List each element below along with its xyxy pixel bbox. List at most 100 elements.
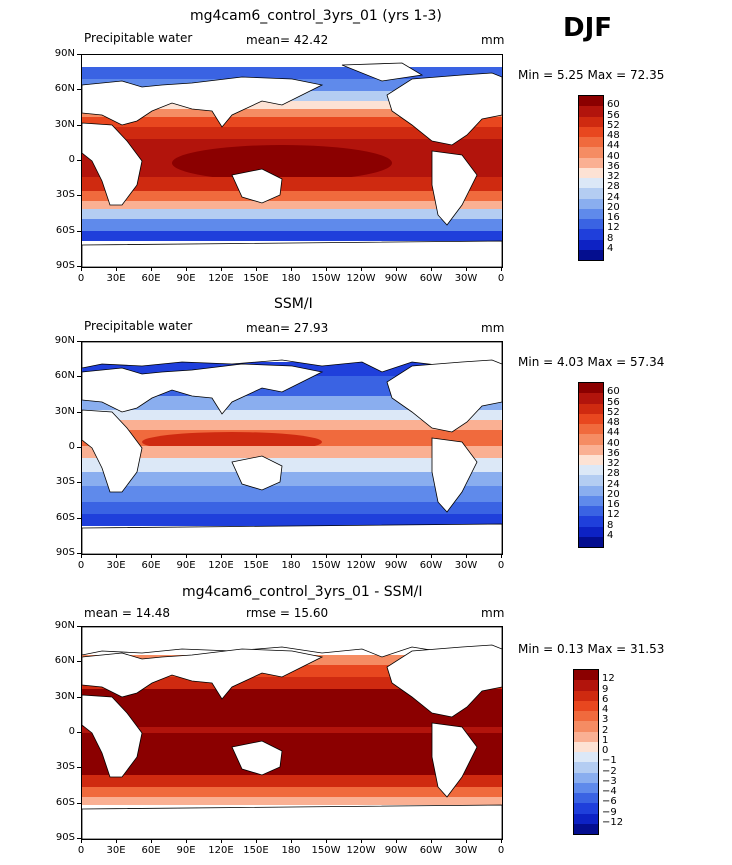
colorbar-label: 8 [607,519,614,531]
lat-tick [77,266,81,267]
colorbar-swatch [579,403,603,414]
min-max-label: Min = 0.13 Max = 31.53 [518,642,665,656]
colorbar-swatch [579,485,603,496]
colorbar-label: 20 [607,488,620,500]
lat-tick-label: 30S [55,476,75,488]
lon-tick-label: 150W [311,273,341,284]
colorbar-label: 1 [602,734,609,746]
lat-tick-label: 0 [68,441,75,452]
lat-tick [77,160,81,161]
colorbar-swatch [574,731,598,742]
colorbar-swatch [579,383,603,394]
colorbar-swatch [574,670,598,681]
colorbar-swatch [574,813,598,824]
lon-tick-label: 180 [281,560,301,571]
variable-label: Precipitable water [84,319,193,333]
colorbar-swatch [574,680,598,691]
colorbar-label: 56 [607,109,620,121]
lon-tick-label: 90E [176,560,196,571]
lat-tick [77,838,81,839]
lat-tick [77,54,81,55]
colorbar-label: 6 [602,693,609,705]
lat-tick [77,696,81,698]
lon-tick-label: 30E [106,560,126,571]
colorbar-swatch [579,167,603,178]
lon-tick [396,267,397,271]
colorbar-swatch [579,219,603,230]
colorbar-swatch [574,690,598,701]
colorbar-label: −3 [602,775,617,787]
lon-tick-label: 90E [176,273,196,284]
lon-tick [256,554,257,558]
map-plot [81,626,503,840]
lon-tick-label: 60W [419,845,443,856]
colorbar-label: 60 [607,99,620,111]
lon-tick [361,839,362,843]
lon-tick-label: 90E [176,845,196,856]
lon-tick-label: 60W [419,273,443,284]
colorbar-swatch [574,823,598,834]
colorbar-swatch [579,444,603,455]
lon-tick [501,839,502,843]
panel-title: SSM/I [274,296,313,312]
colorbar-swatch [574,741,598,752]
lat-tick [77,89,81,91]
colorbar-label: 48 [607,130,620,141]
colorbar-swatch [579,188,603,199]
mean-label: mean= 27.93 [246,321,329,335]
lon-tick [501,554,502,558]
lat-tick [77,230,81,232]
lon-tick [186,839,187,843]
lat-tick [77,767,81,769]
map-plot [81,54,503,268]
colorbar-swatch [579,413,603,424]
lon-tick [466,267,467,271]
lon-tick-label: 120W [346,845,376,856]
season-label: DJF [563,13,613,43]
colorbar-swatch [579,506,603,517]
colorbar-label: 8 [607,232,614,244]
lon-tick-label: 60E [141,273,161,284]
lon-tick [116,554,117,558]
lat-tick [77,482,81,484]
lat-tick-label: 30N [54,405,75,417]
lat-tick-label: 60N [54,655,75,667]
lon-tick [81,554,82,558]
lon-tick [256,839,257,843]
lat-tick [77,376,81,378]
lon-tick [221,839,222,843]
colorbar-swatch [579,116,603,127]
lon-tick [116,267,117,271]
lat-tick-label: 90N [54,620,75,631]
colorbar-label: 28 [607,181,620,193]
lat-tick-label: 60N [54,83,75,95]
lat-tick [77,732,81,733]
lon-tick [396,554,397,558]
lat-tick-label: 90S [55,547,75,558]
colorbar-swatch [574,752,598,763]
colorbar-swatch [574,803,598,814]
lat-tick [77,626,81,627]
lon-tick-label: 150W [311,560,341,571]
colorbar-label: 4 [607,242,614,254]
colorbar [578,382,604,548]
lon-tick-label: 150E [243,273,269,284]
lon-tick-label: 0 [497,273,505,284]
lon-tick-label: 150W [311,845,341,856]
colorbar-label: −6 [602,796,617,808]
colorbar-label: −1 [602,755,617,767]
lon-tick [186,554,187,558]
lon-tick-label: 180 [281,845,301,856]
lon-tick-label: 30E [106,845,126,856]
colorbar-swatch [579,178,603,189]
lon-tick-label: 0 [77,845,85,856]
lon-tick-label: 180 [281,273,301,284]
lon-tick-label: 120W [346,560,376,571]
lon-tick [361,554,362,558]
lon-tick [116,839,117,843]
colorbar-label: 2 [602,724,609,736]
panel-title: mg4cam6_control_3yrs_01 - SSM/I [182,584,423,600]
lon-tick-label: 120E [208,845,234,856]
colorbar-label: 24 [607,191,620,203]
lon-tick-label: 0 [77,273,85,284]
